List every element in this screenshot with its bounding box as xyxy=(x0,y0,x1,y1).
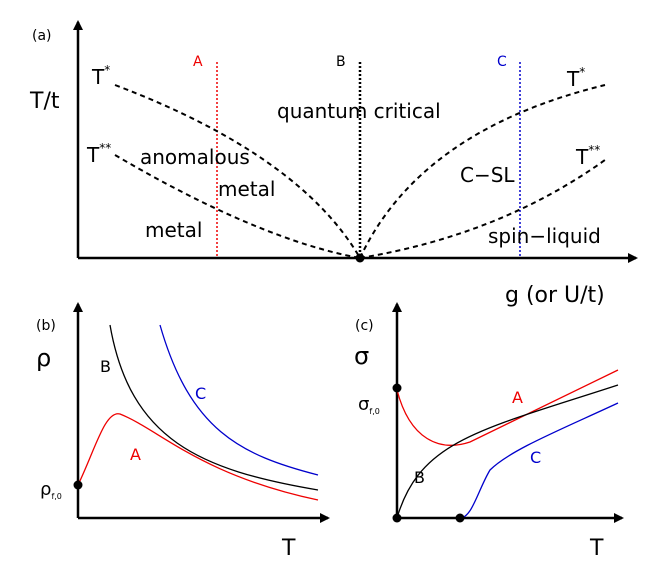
panel-label: (a) xyxy=(32,28,52,44)
cut-label: B xyxy=(336,54,346,70)
crossover-line xyxy=(359,159,606,259)
intercept-label: σf,0 xyxy=(358,394,380,416)
curve-label: C xyxy=(530,448,541,467)
intercept-label: ρf,0 xyxy=(40,479,62,501)
gap-point xyxy=(455,513,465,523)
panel-label: (b) xyxy=(36,318,56,334)
curve xyxy=(109,324,319,491)
crossover-line xyxy=(114,154,361,259)
region-label: metal xyxy=(145,218,202,242)
cut-label: C xyxy=(497,54,507,70)
critical-point xyxy=(355,253,365,263)
crossover-label: T* xyxy=(566,65,585,91)
panel-a: (a) T/t g (or U/t) A B C T* T** T* T** q… xyxy=(29,20,638,308)
y-axis-label: ρ xyxy=(36,344,51,372)
crossover-label: T** xyxy=(575,143,600,169)
y-axis-label: σ xyxy=(354,342,369,370)
panel-label: (c) xyxy=(355,318,374,334)
crossover-line xyxy=(359,84,606,259)
curve xyxy=(77,413,319,501)
intercept-point xyxy=(73,480,83,490)
curve-label: A xyxy=(130,445,141,464)
x-axis-label: T xyxy=(589,536,604,561)
region-label: C−SL xyxy=(460,163,515,187)
region-label: metal xyxy=(218,177,275,201)
crossover-label: T** xyxy=(86,141,111,167)
curve xyxy=(396,369,619,446)
curve xyxy=(459,402,619,519)
y-axis-label: T/t xyxy=(29,89,60,114)
curve xyxy=(159,324,319,476)
origin-point xyxy=(392,513,402,523)
region-label: spin−liquid xyxy=(488,224,601,248)
crossover-line xyxy=(114,84,361,259)
curve-label: C xyxy=(195,384,206,403)
region-label: anomalous xyxy=(140,145,250,169)
panel-b: (b) ρ T ρf,0 A B C xyxy=(36,302,330,561)
panel-c: (c) σ T σf,0 A B C xyxy=(354,302,624,561)
curve-label: B xyxy=(414,468,425,487)
intercept-point xyxy=(392,383,402,393)
crossover-label: T* xyxy=(91,63,110,89)
region-label: quantum critical xyxy=(277,99,441,123)
curve xyxy=(396,384,619,519)
curve-label: B xyxy=(100,357,111,376)
x-axis-label: g (or U/t) xyxy=(505,283,605,308)
curve-label: A xyxy=(512,388,523,407)
cut-label: A xyxy=(193,54,203,70)
x-axis-label: T xyxy=(281,536,296,561)
